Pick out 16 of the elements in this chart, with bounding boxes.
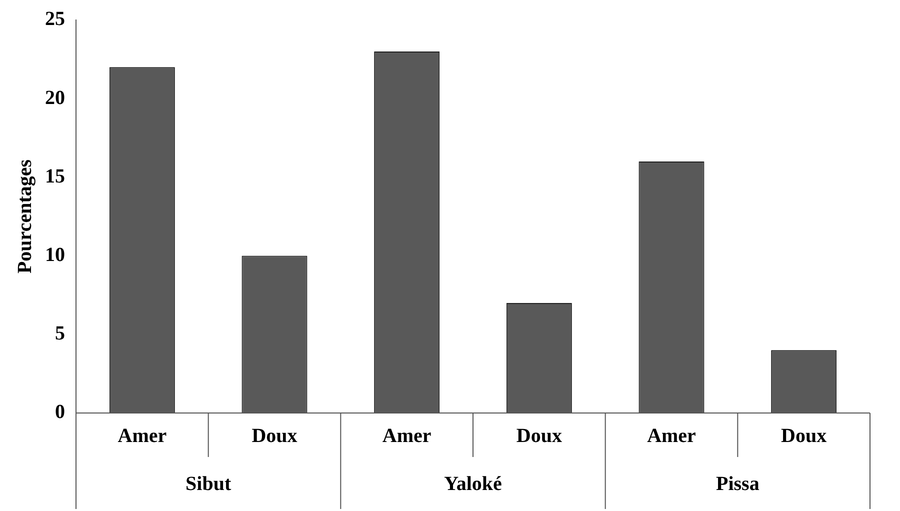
y-tick-label: 10 (45, 244, 65, 266)
x-tick-label: Doux (781, 425, 827, 448)
x-tick-label: Doux (516, 425, 562, 448)
y-tick-label: 0 (55, 401, 65, 424)
y-tick-label: 25 (45, 8, 65, 30)
y-tick-label: 20 (45, 86, 65, 109)
y-axis-title: Pourcentages (14, 159, 36, 274)
x-tick-label: Amer (382, 425, 432, 448)
x-tick-label: Amer (647, 425, 696, 448)
text: Sibut (186, 473, 232, 496)
text: Yaloké (444, 473, 502, 496)
y-tick-label: 5 (55, 322, 65, 345)
text: Pissa (716, 473, 760, 496)
y-tick-label: 15 (45, 165, 65, 188)
x-tick-label: Doux (252, 425, 298, 448)
x-tick-label: Amer (118, 425, 167, 448)
